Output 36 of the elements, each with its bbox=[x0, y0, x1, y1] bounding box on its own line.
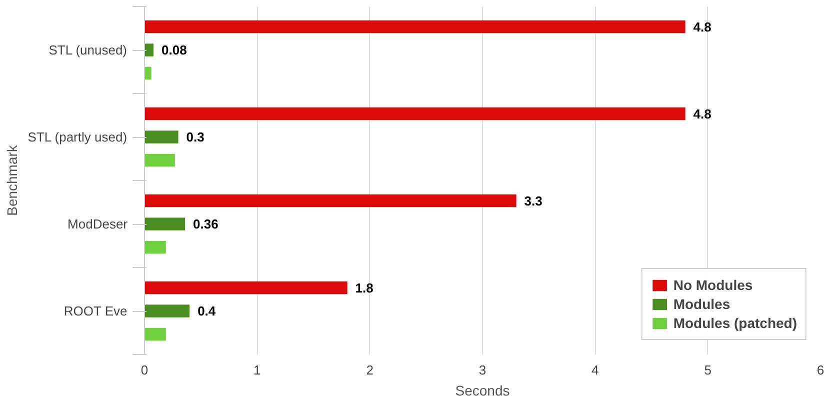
bar bbox=[144, 130, 178, 144]
bar bbox=[144, 20, 686, 34]
x-tick-label: 5 bbox=[704, 362, 712, 378]
legend-label: Modules bbox=[673, 296, 730, 312]
bar bbox=[144, 154, 175, 167]
data-label: 4.8 bbox=[693, 19, 712, 34]
bar bbox=[144, 107, 686, 120]
data-label: 1.8 bbox=[355, 280, 374, 296]
bar bbox=[144, 328, 166, 341]
legend-label: No Modules bbox=[673, 277, 753, 293]
bar bbox=[144, 44, 154, 56]
y-axis-title: Benchmark bbox=[4, 144, 20, 216]
bar bbox=[144, 281, 348, 294]
x-tick-label: 2 bbox=[366, 362, 374, 378]
bar bbox=[144, 218, 186, 230]
data-label: 0.36 bbox=[193, 216, 218, 232]
x-tick-label: 0 bbox=[140, 362, 148, 378]
bar bbox=[144, 66, 152, 80]
x-tick-label: 6 bbox=[816, 362, 824, 378]
data-label: 0.08 bbox=[162, 42, 187, 58]
data-label: 0.4 bbox=[198, 304, 216, 318]
bar bbox=[144, 304, 190, 318]
y-tick-label: ROOT Eve bbox=[64, 304, 128, 318]
bar bbox=[144, 194, 516, 208]
y-tick-label: ModDeser bbox=[68, 216, 128, 232]
x-tick-label: 4 bbox=[592, 362, 599, 378]
data-label: 3.3 bbox=[524, 193, 542, 208]
data-label: 4.8 bbox=[693, 106, 712, 122]
x-tick-label: 3 bbox=[478, 362, 486, 378]
legend-label: Modules (patched) bbox=[673, 315, 797, 331]
bar bbox=[144, 240, 166, 254]
y-tick-label: STL (partly used) bbox=[28, 130, 128, 144]
x-tick-label: 1 bbox=[254, 362, 261, 378]
x-axis-title: Seconds bbox=[455, 382, 510, 398]
y-tick-label: STL (unused) bbox=[48, 42, 128, 58]
data-label: 0.3 bbox=[186, 130, 204, 144]
